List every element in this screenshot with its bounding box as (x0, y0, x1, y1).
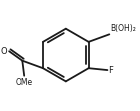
Text: O: O (1, 47, 7, 56)
Text: OMe: OMe (16, 78, 33, 87)
Text: B(OH)₂: B(OH)₂ (110, 24, 136, 33)
Text: F: F (108, 66, 113, 75)
